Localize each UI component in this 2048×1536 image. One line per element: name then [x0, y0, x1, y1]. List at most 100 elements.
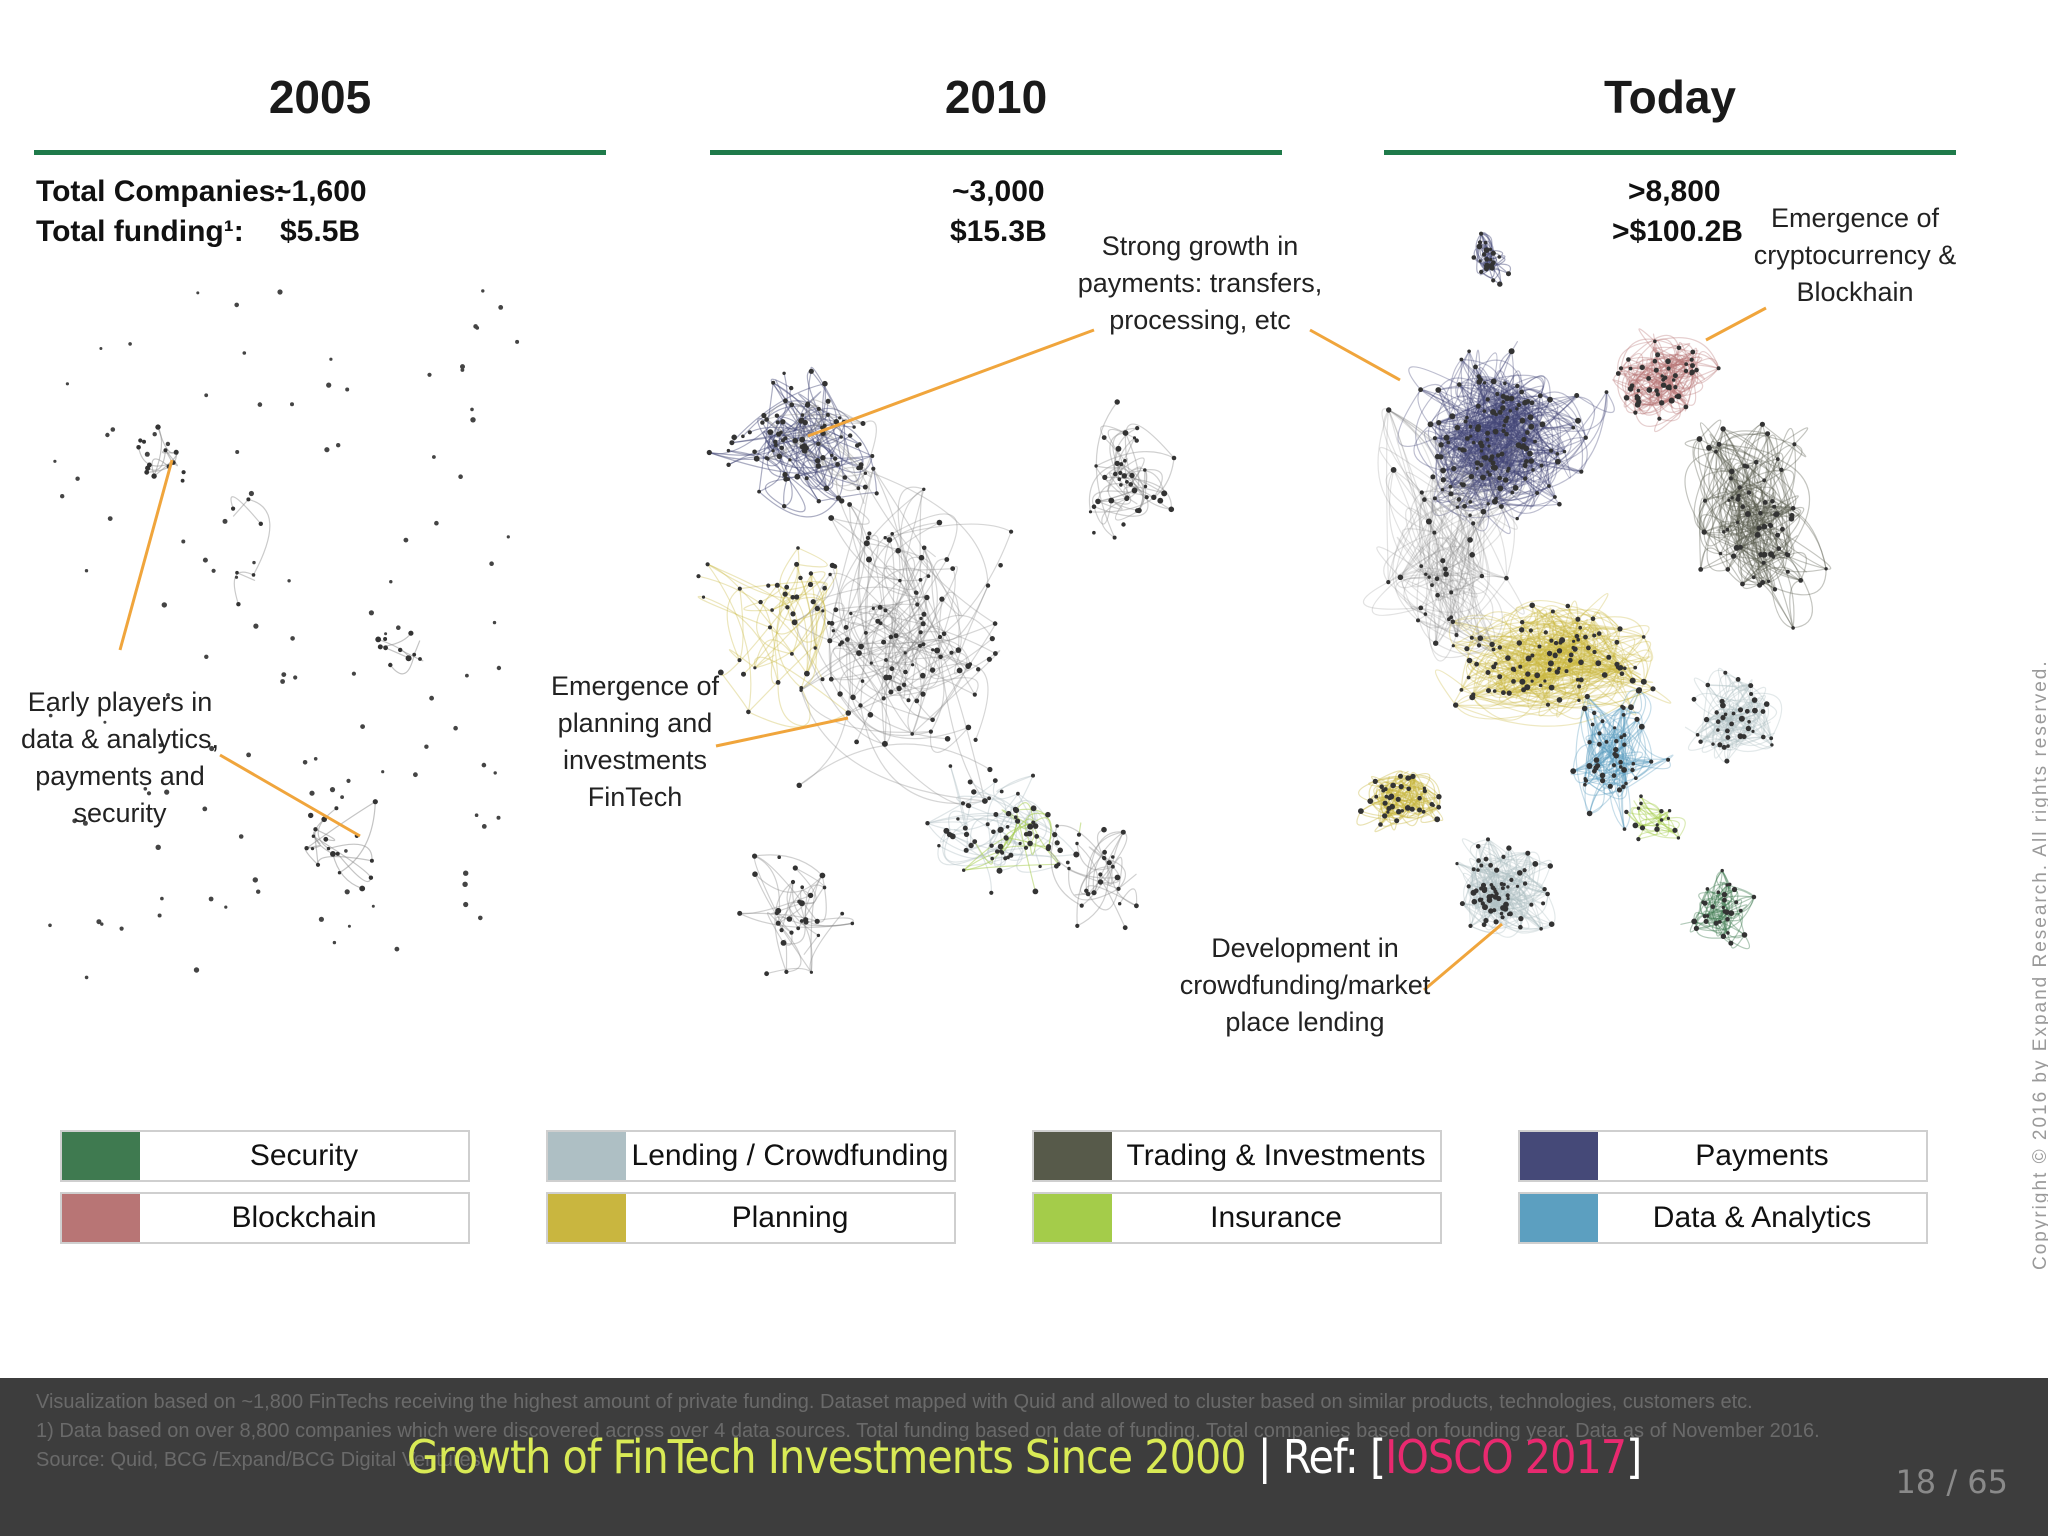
- network-node: [1478, 440, 1484, 446]
- network-node: [1714, 449, 1718, 454]
- network-node: [783, 398, 788, 404]
- network-node: [993, 651, 998, 656]
- network-edge: [1093, 500, 1112, 525]
- network-edge: [857, 467, 996, 625]
- annotation-line: planning and: [557, 708, 713, 738]
- network-node: [962, 868, 966, 872]
- network-node: [918, 554, 925, 561]
- legend-data-analytics: Data & Analytics: [1518, 1192, 1928, 1244]
- network-node: [808, 368, 814, 374]
- network-edge: [987, 775, 1034, 825]
- network-node: [1479, 462, 1484, 468]
- network-node: [906, 698, 911, 703]
- network-node: [336, 443, 341, 448]
- legend-label: Insurance: [1210, 1201, 1342, 1234]
- network-node: [1519, 417, 1526, 424]
- network-node: [375, 636, 382, 643]
- network-node: [1419, 490, 1424, 495]
- network-edge: [866, 580, 901, 664]
- network-edge: [1047, 848, 1118, 879]
- network-node: [800, 413, 805, 417]
- network-edge: [904, 639, 971, 665]
- network-node: [1422, 786, 1426, 790]
- network-node: [1501, 428, 1506, 434]
- network-node: [1689, 357, 1694, 362]
- network-node: [1128, 482, 1133, 487]
- network-node: [1597, 731, 1602, 736]
- network-node: [155, 424, 161, 430]
- network-node: [1722, 530, 1726, 534]
- network-edge: [767, 408, 821, 460]
- network-node: [1013, 815, 1018, 819]
- network-node: [963, 847, 969, 853]
- network-node: [1768, 523, 1774, 529]
- network-edge: [932, 663, 989, 741]
- network-edge: [890, 636, 976, 696]
- network-node: [1519, 627, 1525, 633]
- network-edge: [799, 889, 812, 904]
- caption-ref-link[interactable]: IOSCO 2017: [1385, 1430, 1627, 1484]
- network-node: [1578, 659, 1584, 666]
- network-node: [937, 634, 943, 640]
- network-node: [1694, 367, 1699, 373]
- annotation-line: place lending: [1225, 1007, 1385, 1037]
- network-node: [1094, 464, 1098, 468]
- network-edge: [1483, 414, 1497, 499]
- network-node: [777, 855, 781, 859]
- network-node: [1443, 571, 1449, 577]
- network-node: [1725, 735, 1731, 740]
- network-edge: [921, 557, 962, 617]
- network-node: [1543, 630, 1548, 635]
- network-node: [1500, 915, 1505, 920]
- network-edge: [1477, 402, 1518, 430]
- network-node: [895, 547, 901, 554]
- network-node: [1592, 633, 1597, 638]
- network-node: [982, 798, 988, 804]
- network-edge: [872, 640, 906, 673]
- network-node: [1471, 898, 1478, 905]
- network-node: [1548, 684, 1555, 691]
- network-node: [823, 485, 830, 492]
- network-node: [972, 839, 978, 844]
- network-node: [766, 583, 771, 588]
- network-edge: [1124, 432, 1140, 500]
- network-node: [1575, 417, 1581, 424]
- network-edge: [810, 875, 823, 973]
- network-node: [318, 916, 324, 922]
- network-node: [786, 477, 790, 481]
- network-edge: [742, 400, 809, 437]
- legend-payments: Payments: [1518, 1130, 1928, 1182]
- network-edge: [1124, 470, 1165, 494]
- network-edge: [1447, 442, 1492, 491]
- network-node: [1394, 818, 1400, 824]
- network-edge: [885, 523, 1012, 539]
- annotation-crowdfunding: Development in crowdfunding/market place…: [1170, 930, 1440, 1041]
- network-node: [985, 583, 991, 588]
- network-node: [128, 342, 132, 346]
- network-edge: [1462, 425, 1505, 432]
- network-node: [1622, 742, 1627, 747]
- page-number: 18 / 65: [1895, 1463, 2008, 1501]
- network-edge: [1093, 831, 1124, 893]
- network-node: [741, 434, 745, 439]
- network-node: [1721, 744, 1727, 750]
- network-node: [1123, 459, 1127, 463]
- network-node: [144, 451, 150, 457]
- network-node: [807, 892, 814, 899]
- network-edge: [1032, 817, 1052, 847]
- network-edge: [923, 547, 936, 558]
- network-edge: [784, 438, 873, 459]
- network-edge: [1502, 407, 1550, 431]
- network-node: [1555, 458, 1561, 465]
- network-node: [1506, 469, 1510, 473]
- network-node: [911, 663, 915, 667]
- network-node: [881, 696, 886, 701]
- network-node: [329, 787, 336, 793]
- network-node: [193, 967, 200, 973]
- network-edge: [1100, 425, 1126, 438]
- network-node: [1466, 884, 1471, 889]
- network-edge: [832, 647, 863, 682]
- network-edge: [1511, 395, 1579, 421]
- network-node: [731, 434, 737, 441]
- network-node: [798, 575, 803, 581]
